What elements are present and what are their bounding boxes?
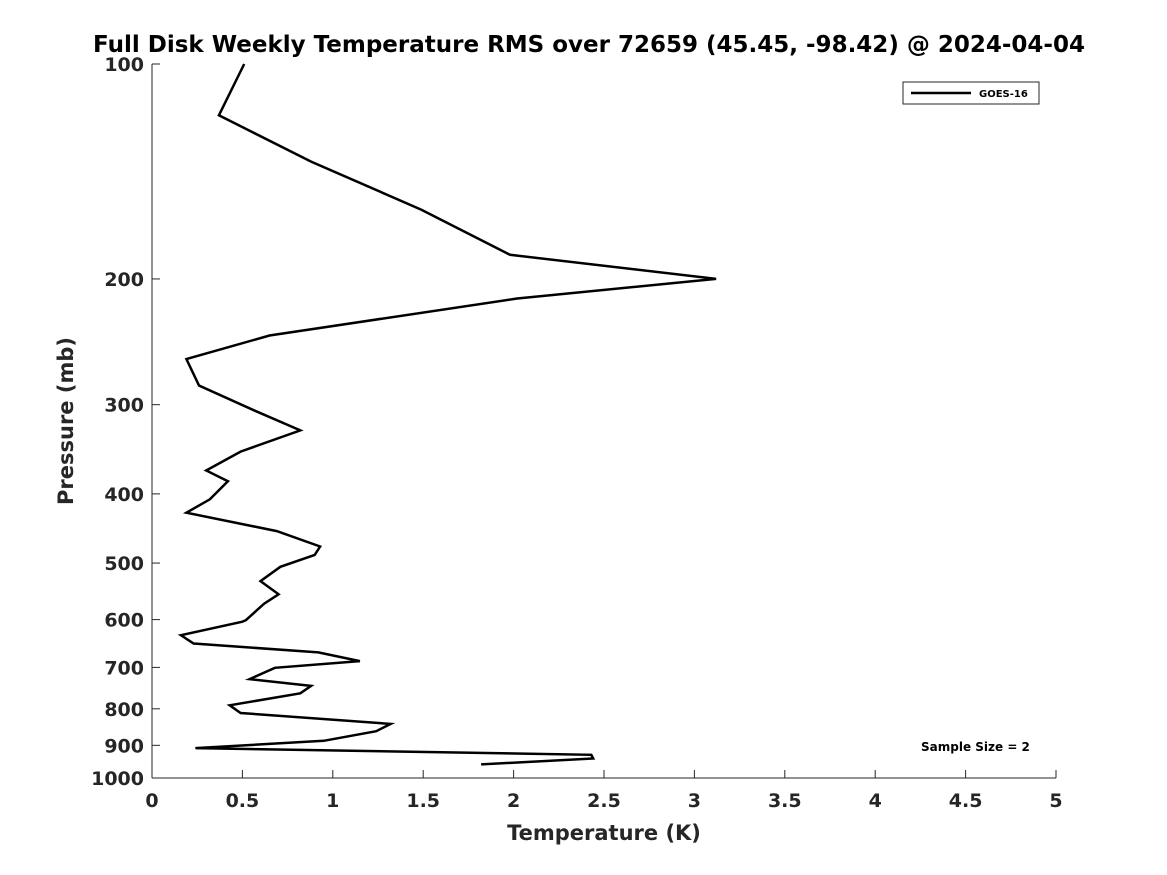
y-tick-label: 200 — [104, 269, 144, 291]
x-tick-label: 2.5 — [587, 790, 621, 812]
y-tick-label: 1000 — [91, 768, 144, 790]
y-tick-label: 600 — [104, 610, 144, 632]
y-tick-label: 800 — [104, 699, 144, 721]
x-tick-label: 3.5 — [768, 790, 802, 812]
x-axis-label: Temperature (K) — [507, 821, 701, 845]
x-tick-label: 0.5 — [226, 790, 260, 812]
y-tick-label: 900 — [104, 735, 144, 757]
x-tick-label: 1.5 — [406, 790, 440, 812]
y-tick-label: 700 — [104, 657, 144, 679]
series-layer — [177, 63, 717, 766]
x-tick-label: 3 — [688, 790, 701, 812]
y-ticks: 100 200 300 400 500 600 700 800 900 1000 — [91, 54, 160, 790]
x-ticks: 0 0.5 1 1.5 2 2.5 3 3.5 4 4.5 5 — [145, 770, 1063, 812]
x-tick-label: 4 — [869, 790, 882, 812]
legend-label-goes-16: GOES-16 — [979, 89, 1028, 100]
legend: GOES-16 — [902, 81, 1040, 105]
y-axis-label: Pressure (mb) — [54, 337, 78, 505]
y-tick-label: 400 — [104, 484, 144, 506]
y-tick-label: 500 — [104, 553, 144, 575]
chart-title: Full Disk Weekly Temperature RMS over 72… — [93, 32, 1085, 58]
x-tick-label: 5 — [1049, 790, 1062, 812]
sample-size-annotation: Sample Size = 2 — [921, 740, 1030, 754]
series-line-goes-16 — [177, 63, 717, 766]
x-tick-label: 0 — [145, 790, 158, 812]
x-tick-label: 2 — [507, 790, 520, 812]
x-tick-label: 1 — [326, 790, 339, 812]
y-tick-label: 300 — [104, 395, 144, 417]
y-tick-label: 100 — [104, 54, 144, 76]
x-tick-label: 4.5 — [949, 790, 983, 812]
axes — [151, 64, 1056, 779]
